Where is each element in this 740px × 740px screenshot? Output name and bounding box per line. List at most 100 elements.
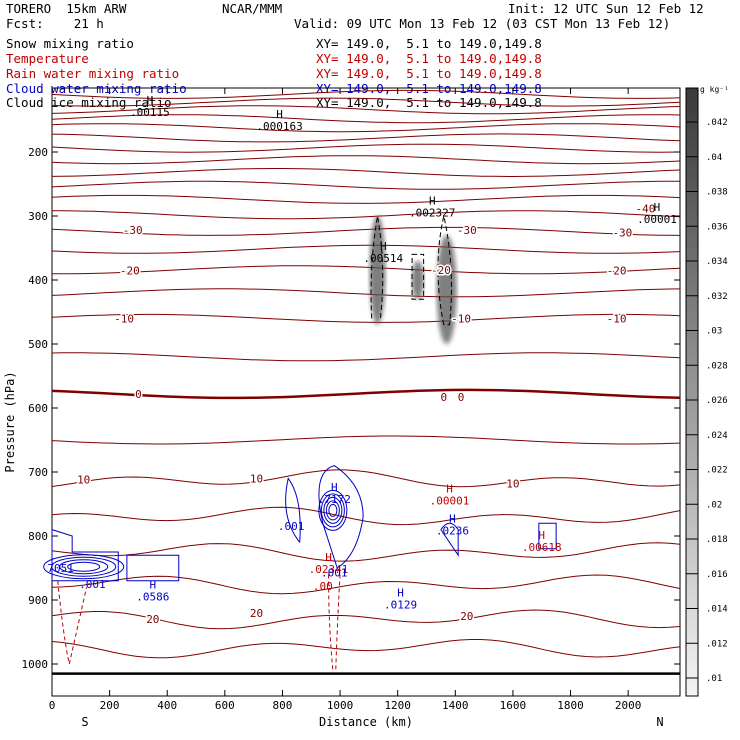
isotherm-lines [51,89,681,675]
colorbar-tick-label: .018 [706,535,728,545]
org-title: NCAR/MMM [222,1,283,16]
colorbar-tick-label: .04 [706,153,722,163]
extremum-marker: H [538,529,545,542]
isotherm-line [51,244,681,254]
cloud-water-contour [325,500,340,521]
isotherm-label: -20 [120,264,140,277]
valid-time: Valid: 09 UTC Mon 13 Feb 12 (03 CST Mon … [294,16,671,31]
isotherm-label: 20 [146,613,159,626]
field-name-rain: Rain water mixing ratio [6,66,180,81]
colorbar-tick-label: .042 [706,118,728,128]
extremum-marker: H [449,512,456,525]
isotherm-label: -30 [457,224,477,237]
snow-shading [369,216,457,344]
extremum-value: .7172 [318,493,351,506]
isotherm-line [51,97,681,107]
extremum-marker: H [331,481,338,494]
y-tick-label: 1000 [22,658,49,671]
forecast-hour: Fcst: 21 h [6,16,104,31]
contour-value-label: .001 [79,578,106,591]
isotherm-line [51,574,681,595]
isotherm-label: -10 [607,312,627,325]
extremum-value: .00514 [363,252,403,265]
isotherm-line [51,609,681,630]
contour-value-label: 7051 [47,562,74,575]
cloud-water-contour [320,493,345,528]
contour-value-label: .001 [321,566,348,579]
isotherm-line [51,506,681,526]
extremum-marker: H [397,587,404,600]
field-xy-snow: XY= 149.0, 5.1 to 149.0,149.8 [316,36,542,51]
colorbar-tick-label: .02 [706,500,722,510]
x-tick-label: 1600 [500,699,527,712]
extremum-marker: H [325,551,332,564]
isotherm-line [51,143,681,153]
isotherm-line [51,435,681,445]
extremum-value: .00001 [637,213,677,226]
isotherm-line [51,180,680,190]
cloud-ice-contour [411,253,425,300]
init-time: Init: 12 UTC Sun 12 Feb 12 [508,1,704,16]
contour-labels: -40-30 -30 -30-20 -20 -20-10 -10 -100 0 010 10 102… [47,94,677,628]
snow-shading-blob [411,260,424,300]
rain-water-contour [335,574,341,671]
colorbar-unit: g kg⁻¹ [700,85,729,94]
extremum-marker: H [276,108,283,121]
isotherm-label: -30 [612,227,632,240]
isotherm-line [51,313,681,323]
isotherm-line [51,352,681,362]
rain-water-contour [57,580,88,665]
extremum-marker: H [429,194,436,207]
x-tick-label: 0 [49,699,56,712]
hydrometeor-contours [43,215,557,671]
x-tick-label: 1200 [384,699,411,712]
extremum-value: .00001 [430,494,470,507]
y-tick-label: 900 [28,594,48,607]
colorbar-tick-label: .026 [706,396,728,406]
rain-water-contour [328,574,334,671]
x-tick-label: 1000 [327,699,354,712]
x-tick-label: 400 [157,699,177,712]
extremum-value: .0586 [136,590,169,603]
model-title: TORERO 15km ARW [6,1,127,16]
cloud-water-contour [126,554,180,582]
isotherm-label: 0 [135,388,142,401]
contour-value-label: .001 [278,520,305,533]
snow-shading-blob [436,235,457,344]
extremum-value: .0129 [384,599,417,612]
contour-value-label: .00 [313,580,333,593]
isotherm-label: 0 [458,391,465,404]
isotherm-line [51,133,681,143]
colorbar-tick-label: .036 [706,222,728,232]
isotherm-label: -10 [114,312,134,325]
south-label: S [81,715,88,729]
cloud-water-contour [328,503,338,517]
field-xy-rain: XY= 149.0, 5.1 to 149.0,149.8 [316,66,542,81]
isotherm-label: -10 [451,312,471,325]
field-name-snow: Snow mixing ratio [6,36,134,51]
isotherm-label: 10 [506,478,519,491]
cloud-water-contour [43,554,125,580]
extremum-value: .00618 [522,541,562,554]
isotherm-label: -30 [123,224,143,237]
extremum-value: .000163 [256,120,302,133]
isotherm-line [51,194,681,204]
isotherm-label: 10 [250,472,263,485]
colorbar-tick-label: .024 [706,431,728,441]
x-tick-label: 200 [100,699,120,712]
isotherm-label: 20 [250,607,263,620]
isotherm-line [51,226,681,236]
isotherm-label: -20 [431,264,451,277]
isotherm-line [51,288,681,298]
y-tick-label: 400 [28,274,48,287]
y-tick-label: 600 [28,402,48,415]
cloud-water-contour [318,465,364,569]
isotherm-label: 20 [460,610,473,623]
isotherm-line [51,168,681,178]
isotherm-label: 0 [440,391,447,404]
isotherm-line [51,210,681,220]
colorbar-gradient [685,87,699,697]
y-tick-label: 800 [28,530,48,543]
cloud-water-contour [67,561,101,572]
